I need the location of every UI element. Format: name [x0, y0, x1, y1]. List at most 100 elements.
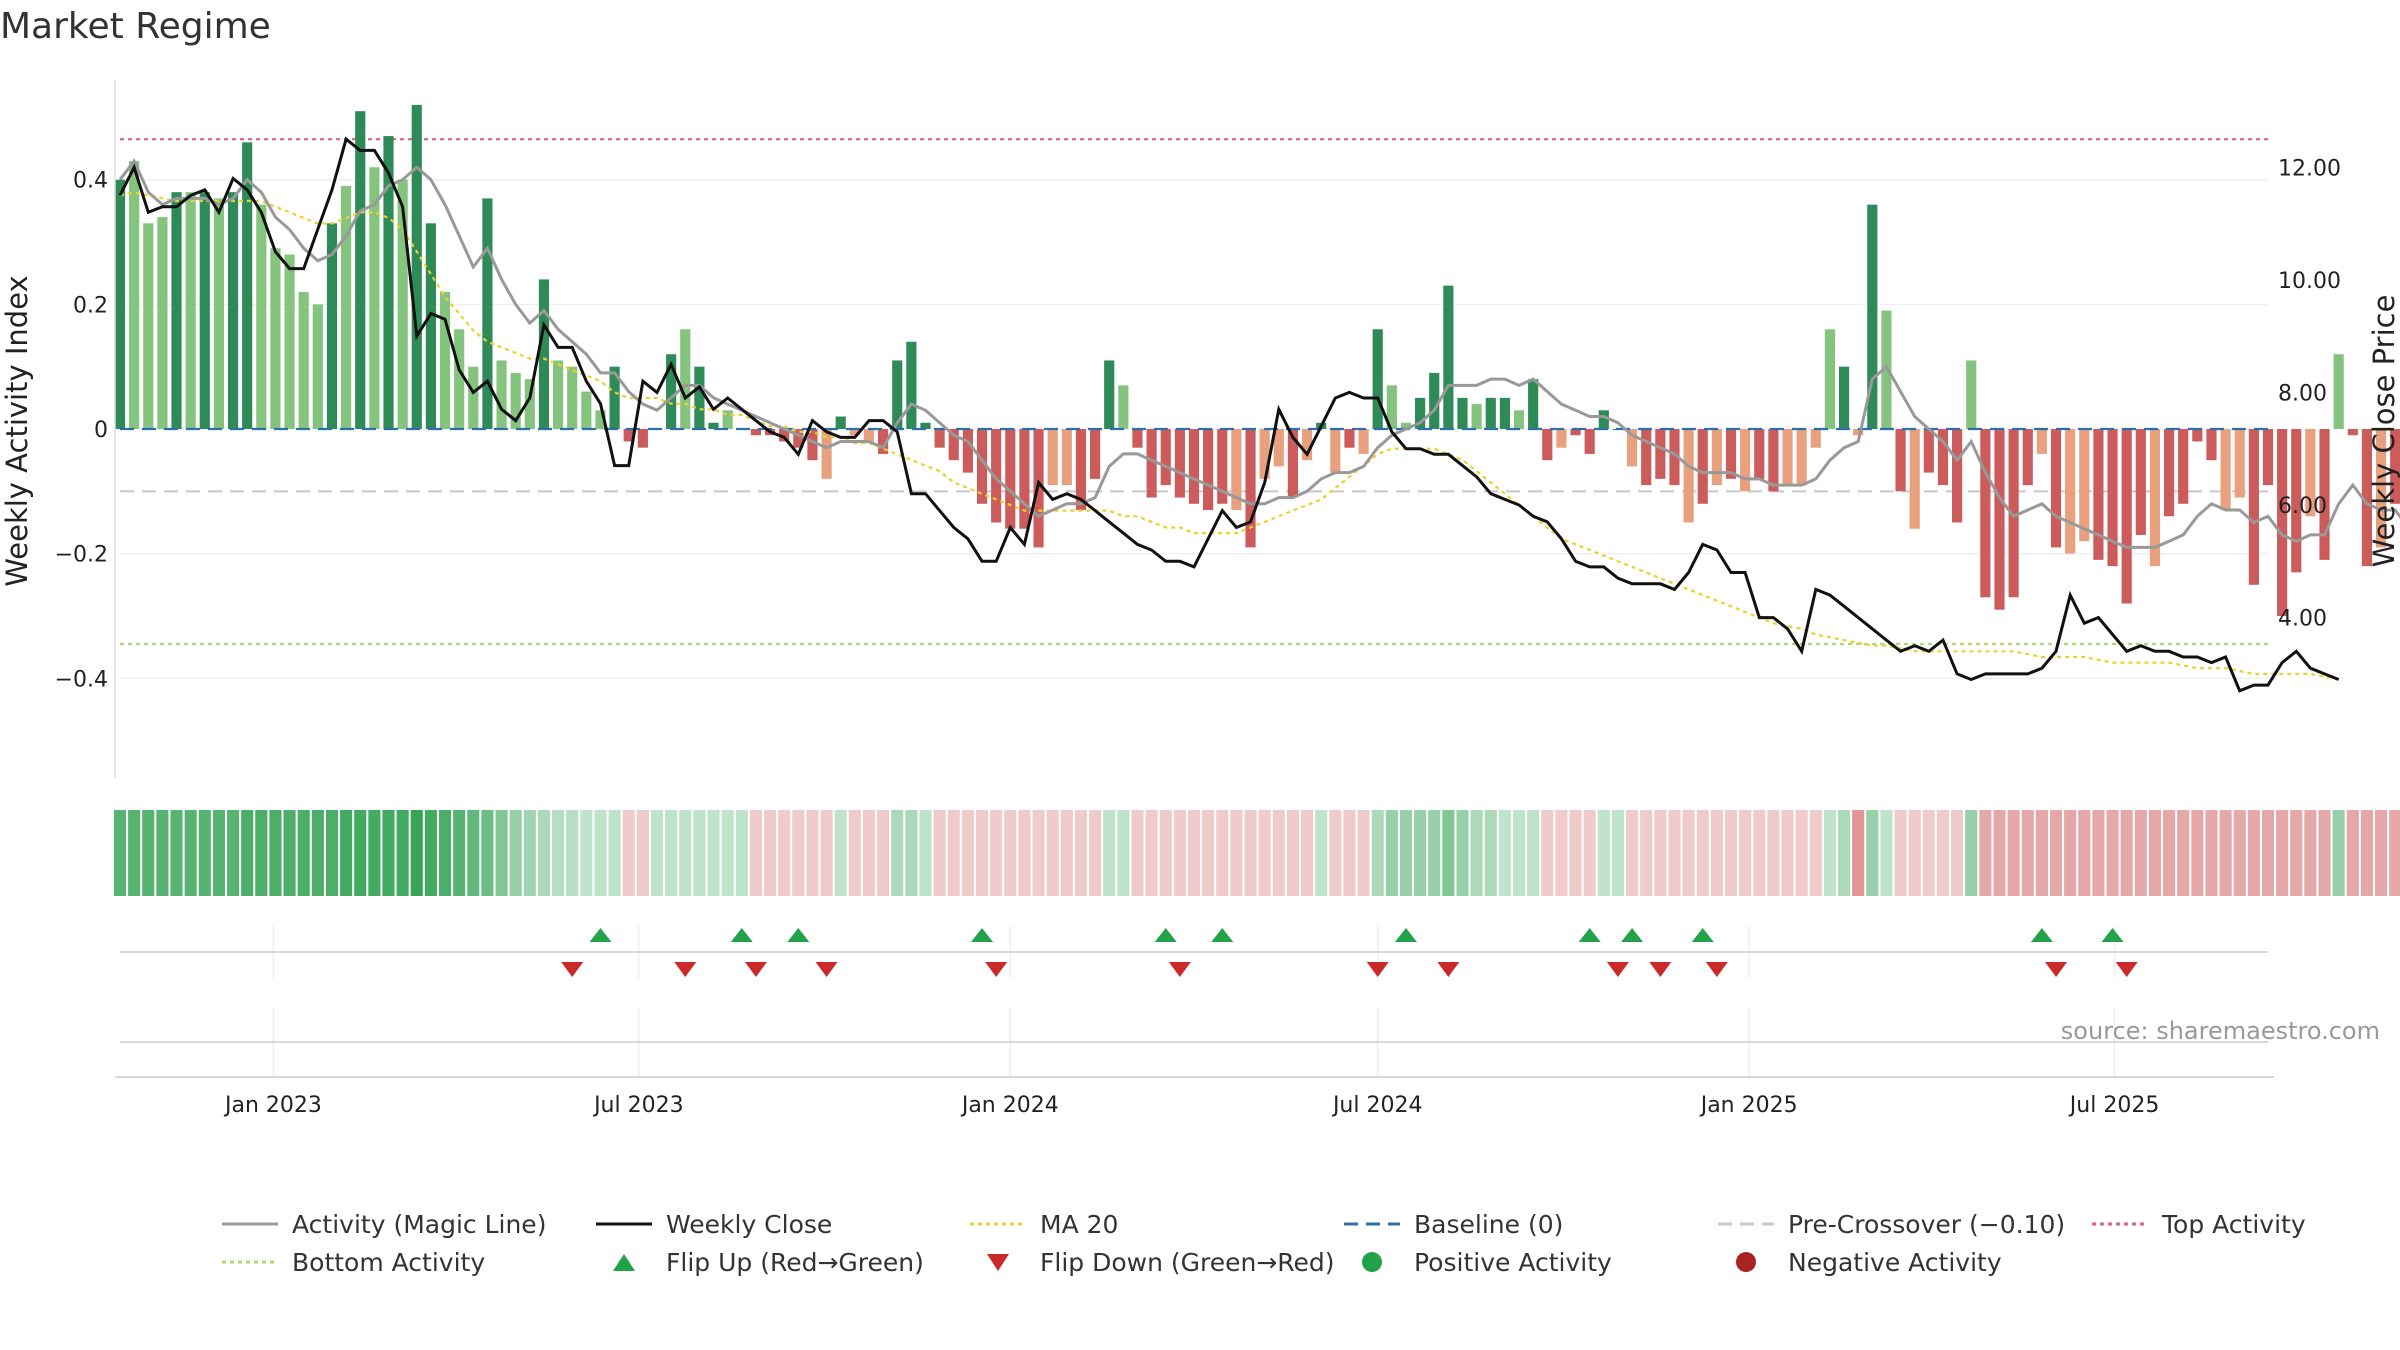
activity-bar	[1838, 366, 1850, 429]
activity-bar	[680, 329, 691, 429]
activity-bar	[411, 104, 422, 429]
flip-up-marker	[1211, 928, 1234, 942]
legend-label: Flip Down (Green→Red)	[1040, 1248, 1335, 1277]
legend-label: MA 20	[1040, 1210, 1118, 1239]
activity-bar	[1556, 429, 1567, 448]
regime-cell	[594, 810, 607, 896]
legend-label: Positive Activity	[1414, 1248, 1612, 1277]
legend-label: Top Activity	[2161, 1210, 2306, 1239]
regime-cell	[128, 810, 141, 896]
regime-cell	[1300, 810, 1314, 896]
activity-bar	[2022, 429, 2033, 486]
activity-bar	[1330, 429, 1341, 473]
flip-up-marker	[787, 928, 810, 942]
regime-cell	[707, 810, 720, 896]
legend-label: Baseline (0)	[1414, 1210, 1563, 1239]
regime-cell	[1004, 810, 1017, 896]
regime-cell	[622, 810, 635, 896]
activity-bar	[326, 223, 338, 429]
regime-cell	[2318, 810, 2331, 896]
flip-markers	[561, 928, 2138, 977]
regime-cell	[1032, 810, 1045, 896]
regime-cell	[382, 810, 395, 896]
y-axis-label-right: Weekly Close Price	[2367, 295, 2400, 568]
activity-bar	[1429, 372, 1440, 429]
legend-item: Baseline (0)	[1344, 1210, 1563, 1239]
activity-bar	[1937, 429, 1949, 486]
flip-down-marker	[2115, 962, 2138, 977]
activity-bar	[1457, 397, 1468, 429]
ma20-line	[119, 191, 2339, 681]
regime-strip	[113, 810, 2400, 896]
y-tick-left: −0.4	[55, 667, 108, 692]
legend-item: Flip Up (Red→Green)	[613, 1248, 924, 1277]
activity-bar	[270, 248, 281, 429]
legend-label: Pre-Crossover (−0.10)	[1788, 1210, 2065, 1239]
regime-cell	[340, 810, 353, 896]
regime-cell	[2205, 810, 2218, 896]
activity-bar	[242, 142, 253, 430]
regime-cell	[806, 810, 819, 896]
regime-cell	[2290, 810, 2303, 896]
regime-cell	[763, 810, 777, 896]
activity-bar	[2375, 429, 2387, 548]
activity-bar	[694, 366, 705, 429]
weekly-close-line	[118, 136, 2340, 693]
source-credit: source: sharemaestro.com	[2061, 1017, 2380, 1045]
x-ticks: Jan 2023 Jul 2023 Jan 2024 Jul 2024 Jan 2025…	[223, 1093, 2159, 1118]
regime-cell	[2134, 810, 2147, 896]
activity-bar	[2248, 429, 2259, 585]
activity-bar	[2206, 429, 2217, 461]
regime-cell	[1611, 810, 1625, 896]
activity-bar	[1697, 429, 1708, 504]
regime-cell	[1343, 810, 1356, 896]
x-tick-label: Jul 2024	[1331, 1093, 1423, 1118]
regime-cell	[1654, 810, 1667, 896]
regime-cell	[1866, 810, 1879, 896]
regime-cell	[1187, 810, 1201, 896]
flip-down-marker	[561, 962, 584, 977]
activity-bar	[934, 429, 945, 448]
flip-up-marker	[730, 928, 753, 942]
regime-cell	[297, 810, 310, 896]
legend: Activity (Magic Line) Weekly Close MA 20 Ba…	[222, 1210, 2306, 1277]
activity-bar	[1146, 429, 1157, 498]
regime-cell	[1809, 810, 1822, 896]
y-ticks-left: 0.4 0.2 0 −0.2 −0.4	[55, 169, 108, 693]
regime-cell	[212, 810, 225, 896]
activity-bar	[807, 429, 818, 461]
regime-cell	[1230, 810, 1243, 896]
regime-cell	[1852, 810, 1865, 896]
activity-bar	[666, 354, 677, 429]
activity-bar	[1358, 429, 1369, 454]
regime-cell	[961, 810, 974, 896]
regime-cell	[1640, 810, 1653, 896]
activity-bar	[2277, 429, 2288, 616]
activity-bar	[298, 291, 309, 429]
activity-bar	[1273, 429, 1284, 467]
y-tick-right: 4.00	[2278, 607, 2327, 632]
regime-cell	[636, 810, 649, 896]
flip-panel	[120, 926, 2268, 978]
regime-cell	[113, 810, 127, 896]
regime-cell	[2374, 810, 2388, 896]
legend-item: Activity (Magic Line)	[222, 1210, 546, 1239]
regime-cell	[2219, 810, 2232, 896]
activity-bar	[1641, 429, 1652, 486]
activity-bar	[114, 179, 126, 429]
activity-bar	[129, 161, 140, 429]
regime-cell	[1046, 810, 1059, 896]
regime-cell	[848, 810, 861, 896]
activity-bar	[213, 198, 225, 429]
activity-bar	[227, 192, 239, 429]
regime-cell	[2035, 810, 2048, 896]
regime-cell	[2120, 810, 2133, 896]
regime-cell	[1357, 810, 1370, 896]
activity-bar	[892, 360, 903, 429]
activity-bar	[1725, 429, 1737, 479]
regime-cell	[1145, 810, 1158, 896]
regime-cell	[2247, 810, 2260, 896]
flip-up-marker	[1154, 928, 1177, 942]
legend-item: Weekly Close	[596, 1210, 832, 1239]
regime-cell	[1315, 810, 1328, 896]
